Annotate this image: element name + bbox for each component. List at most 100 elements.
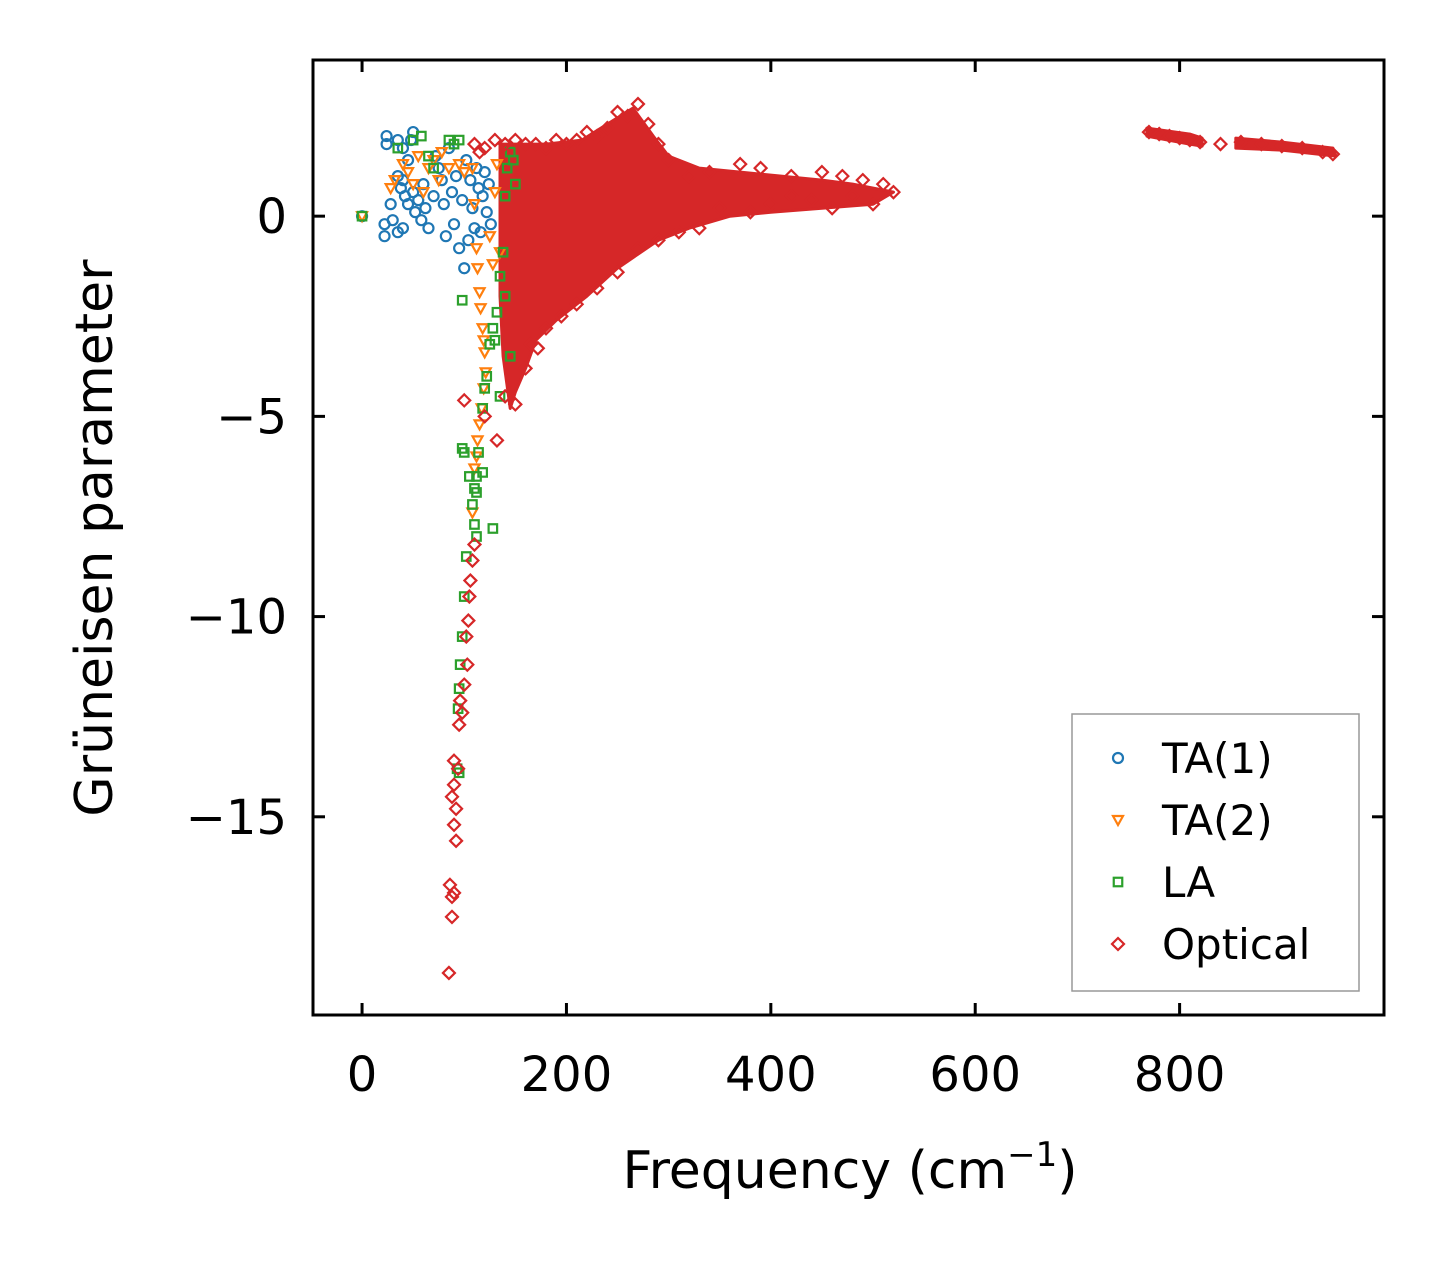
point-2-36 xyxy=(501,162,513,174)
legend-marker-1 xyxy=(1111,814,1125,828)
point-0-51 xyxy=(384,198,397,211)
point-3-73 xyxy=(507,132,523,148)
point-3-68 xyxy=(558,136,574,152)
point-3-8 xyxy=(446,817,462,833)
point-0-20 xyxy=(419,202,432,215)
plot-frame xyxy=(311,58,1386,1017)
point-3-40 xyxy=(712,200,728,216)
point-0-44 xyxy=(478,166,491,179)
legend-label-3: Optical xyxy=(1162,920,1310,969)
point-3-79 xyxy=(1141,124,1157,140)
point-1-21 xyxy=(475,323,490,336)
point-1-33 xyxy=(485,259,500,272)
data-markers xyxy=(355,96,1341,981)
point-3-80 xyxy=(1151,126,1167,142)
x-axis-label-close: ) xyxy=(1057,1141,1077,1201)
point-0-30 xyxy=(447,218,461,231)
point-3-63 xyxy=(609,104,626,120)
point-0-36 xyxy=(462,234,475,247)
point-3-39 xyxy=(691,220,707,236)
point-0-18 xyxy=(415,214,428,227)
point-3-4 xyxy=(444,889,460,905)
point-3-43 xyxy=(783,188,799,204)
point-3-72 xyxy=(518,136,534,152)
point-2-19 xyxy=(454,659,466,670)
point-2-29 xyxy=(481,370,493,382)
point-3-38 xyxy=(671,224,687,240)
point-3-16 xyxy=(452,693,468,709)
point-1-2 xyxy=(387,175,402,188)
point-3-1 xyxy=(489,432,505,448)
y-tick-label-2: −10 xyxy=(186,590,287,646)
point-0-17 xyxy=(412,194,425,207)
point-2-45 xyxy=(477,467,488,478)
x-tick-label-0: 0 xyxy=(347,1047,378,1103)
point-3-51 xyxy=(834,168,850,184)
point-0-43 xyxy=(476,190,489,203)
point-3-14 xyxy=(451,717,467,733)
point-3-49 xyxy=(875,176,891,192)
point-3-42 xyxy=(763,196,779,212)
series-ta-2- xyxy=(355,146,507,520)
point-3-84 xyxy=(1192,134,1208,150)
point-3-55 xyxy=(732,156,748,172)
point-3-24 xyxy=(466,536,483,553)
point-3-31 xyxy=(538,320,554,336)
point-3-13 xyxy=(446,753,462,769)
point-3-7 xyxy=(448,833,464,849)
legend-label-1: TA(2) xyxy=(1161,796,1273,845)
point-0-46 xyxy=(482,178,495,191)
point-1-18 xyxy=(470,263,485,276)
point-0-34 xyxy=(458,262,471,275)
point-0-47 xyxy=(484,218,497,231)
point-3-30 xyxy=(530,340,546,356)
x-tick-label-4: 800 xyxy=(1134,1047,1226,1103)
point-2-9 xyxy=(456,294,468,306)
point-3-48 xyxy=(885,184,902,200)
point-3-19 xyxy=(458,629,474,645)
point-3-91 xyxy=(1325,146,1341,162)
point-3-3 xyxy=(444,909,460,925)
point-1-32 xyxy=(482,231,497,244)
point-3-25 xyxy=(477,408,493,424)
point-3-62 xyxy=(620,108,636,124)
point-2-35 xyxy=(499,190,511,202)
point-3-26 xyxy=(497,388,513,404)
point-2-17 xyxy=(458,591,470,602)
point-3-28 xyxy=(518,360,534,376)
point-3-22 xyxy=(462,572,478,589)
point-2-33 xyxy=(494,270,506,282)
point-1-7 xyxy=(416,187,431,200)
x-axis-label-superscript: −1 xyxy=(1007,1135,1057,1175)
point-3-60 xyxy=(640,116,656,132)
point-1-31 xyxy=(465,507,480,520)
point-3-6 xyxy=(442,877,458,893)
point-1-28 xyxy=(470,435,485,448)
point-3-27 xyxy=(507,396,523,412)
point-3-46 xyxy=(845,188,861,204)
point-3-45 xyxy=(824,200,840,216)
point-1-34 xyxy=(488,187,502,200)
point-1-12 xyxy=(442,163,456,176)
point-0-50 xyxy=(386,214,399,227)
point-2-40 xyxy=(489,334,501,346)
point-3-41 xyxy=(742,204,758,220)
point-3-90 xyxy=(1315,144,1331,160)
point-3-82 xyxy=(1172,130,1188,146)
point-1-35 xyxy=(490,159,504,172)
point-1-4 xyxy=(401,167,415,180)
point-2-13 xyxy=(467,499,478,510)
point-3-44 xyxy=(804,192,820,208)
point-1-16 xyxy=(467,199,482,212)
y-axis-label: Grüneisen parameter xyxy=(65,259,125,817)
point-2-34 xyxy=(497,246,509,258)
y-tick-label-3: −15 xyxy=(186,790,287,846)
point-3-78 xyxy=(466,136,483,152)
series-optical xyxy=(441,96,1341,981)
point-1-10 xyxy=(431,175,446,188)
point-3-66 xyxy=(579,124,595,140)
point-1-17 xyxy=(469,243,484,256)
point-3-86 xyxy=(1233,134,1249,150)
legend-frame xyxy=(1071,713,1360,992)
optical-main-cloud xyxy=(498,106,895,410)
